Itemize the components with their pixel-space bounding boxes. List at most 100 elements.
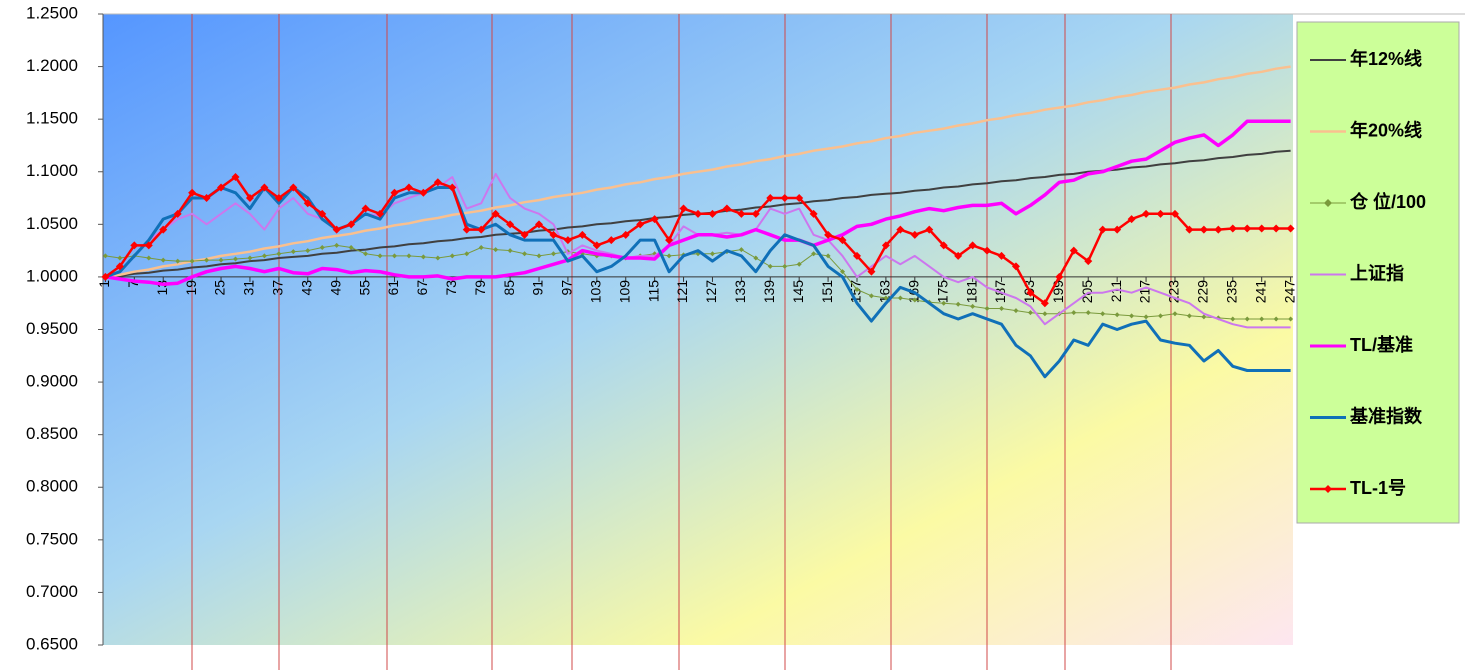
point-marker: [636, 220, 645, 229]
x-tick-label: 61: [385, 280, 401, 296]
x-tick-label: 67: [414, 280, 430, 296]
series-line: [105, 65, 1291, 279]
y-tick-label: 0.8500: [26, 424, 78, 443]
point-marker: [363, 251, 369, 257]
point-marker: [838, 236, 847, 245]
x-tick-label: 55: [356, 280, 372, 296]
y-tick-label: 0.7500: [26, 529, 78, 548]
point-marker: [420, 254, 426, 260]
x-tick-label: 1: [96, 280, 112, 288]
point-marker: [319, 244, 325, 250]
legend: [1296, 21, 1460, 524]
point-marker: [896, 225, 905, 234]
x-tick-label: 79: [472, 280, 488, 296]
x-tick-label: 133: [732, 280, 748, 304]
x-tick-label: 7: [125, 280, 141, 288]
x-tick-label: 115: [645, 280, 661, 303]
point-marker: [1199, 225, 1208, 234]
point-marker: [1098, 225, 1107, 234]
point-marker: [1273, 316, 1279, 322]
point-marker: [1214, 225, 1223, 234]
point-marker: [462, 225, 471, 234]
point-marker: [261, 253, 267, 259]
point-marker: [334, 242, 340, 248]
legend-label: 上证指: [1350, 262, 1404, 283]
point-marker: [824, 230, 833, 239]
point-marker: [1027, 310, 1033, 316]
point-marker: [666, 253, 672, 259]
point-marker: [883, 295, 889, 301]
point-marker: [347, 220, 356, 229]
point-marker: [578, 230, 587, 239]
point-marker: [218, 257, 224, 263]
point-marker: [1244, 316, 1250, 322]
x-tick-label: 25: [212, 280, 228, 296]
point-marker: [997, 251, 1006, 260]
point-marker: [173, 209, 182, 218]
point-marker: [881, 241, 890, 250]
point-marker: [854, 287, 860, 293]
month-lines: [191, 14, 1172, 670]
point-marker: [377, 253, 383, 259]
point-marker: [449, 253, 455, 259]
point-marker: [941, 300, 947, 306]
point-marker: [305, 248, 311, 254]
point-marker: [738, 247, 744, 253]
point-marker: [811, 251, 817, 257]
point-marker: [289, 183, 298, 192]
point-marker: [535, 220, 544, 229]
point-marker: [1288, 316, 1294, 322]
x-tick-label: 91: [530, 280, 546, 296]
point-marker: [247, 255, 253, 261]
point-marker: [274, 194, 283, 203]
point-marker: [679, 204, 688, 213]
point-marker: [751, 209, 760, 218]
point-marker: [464, 251, 470, 257]
point-marker: [954, 251, 963, 260]
y-tick-label: 0.7000: [26, 582, 78, 601]
point-marker: [348, 244, 354, 250]
point-marker: [709, 251, 715, 257]
point-marker: [1042, 311, 1048, 317]
point-marker: [1186, 313, 1192, 319]
x-tick-label: 127: [703, 280, 719, 304]
point-marker: [102, 253, 108, 259]
y-tick-label: 1.1000: [26, 161, 78, 180]
x-tick-label: 217: [1137, 280, 1153, 304]
series-line: [105, 119, 1291, 287]
point-marker: [1143, 314, 1149, 320]
y-tick-label: 1.0000: [26, 266, 78, 285]
point-marker: [607, 236, 616, 245]
x-tick-label: 145: [790, 280, 806, 304]
x-tick-label: 49: [327, 280, 343, 296]
point-marker: [477, 225, 486, 234]
point-marker: [767, 263, 773, 269]
point-marker: [1230, 316, 1236, 322]
point-marker: [189, 258, 195, 264]
x-tick-label: 37: [270, 280, 286, 296]
point-marker: [722, 204, 731, 213]
point-marker: [912, 297, 918, 303]
point-marker: [550, 251, 556, 257]
point-marker: [506, 220, 515, 229]
legend-label: TL/基准: [1350, 334, 1413, 355]
point-marker: [101, 272, 110, 281]
point-marker: [549, 230, 558, 239]
y-tick-label: 1.1500: [26, 109, 78, 128]
point-marker: [175, 258, 181, 264]
point-marker: [130, 241, 139, 250]
point-marker: [144, 241, 153, 250]
point-marker: [694, 209, 702, 218]
point-marker: [448, 183, 457, 192]
point-marker: [840, 269, 846, 275]
point-marker: [925, 225, 934, 234]
point-marker: [1011, 262, 1020, 271]
point-marker: [766, 194, 775, 203]
point-marker: [188, 188, 197, 197]
point-marker: [290, 249, 296, 255]
point-marker: [1113, 225, 1122, 234]
point-marker: [1286, 224, 1295, 233]
point-marker: [478, 244, 484, 250]
point-marker: [563, 236, 572, 245]
